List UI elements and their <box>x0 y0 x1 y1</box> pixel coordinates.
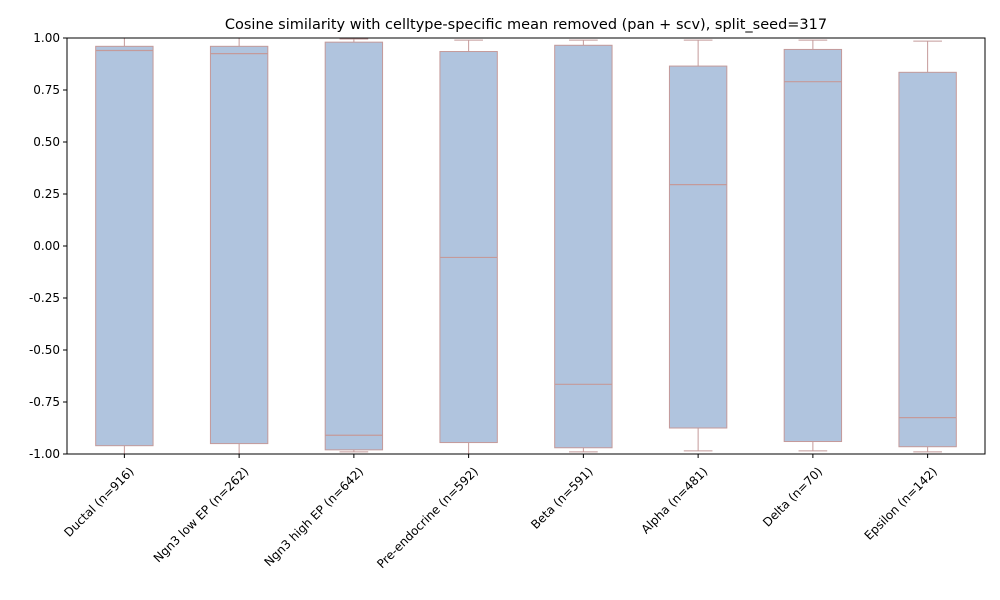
box-8 <box>898 40 957 453</box>
box-5 <box>554 39 613 453</box>
y-tick-label: -1.00 <box>29 447 60 461</box>
y-tick-label: 0.25 <box>33 187 60 201</box>
box-7 <box>783 39 843 452</box>
box-1 <box>95 37 154 455</box>
y-tick-label: 0.75 <box>33 83 60 97</box>
box-2 <box>209 37 269 455</box>
iqr-box <box>668 65 728 429</box>
x-tick-label: Ngn3 high EP (n=642) <box>261 464 366 569</box>
x-tick-label: Epsilon (n=142) <box>862 464 940 542</box>
plot-frame <box>66 37 986 455</box>
iqr-box <box>95 45 154 447</box>
box-3 <box>324 38 384 453</box>
y-tick-label: 0.00 <box>33 239 60 253</box>
y-tick-label: -0.25 <box>29 291 60 305</box>
x-tick-label: Ngn3 low EP (n=262) <box>151 464 252 565</box>
y-axis: -1.00 -0.75 -0.50 -0.25 0.00 0.25 0.50 0.75 1.00 <box>29 31 67 461</box>
y-tick-label: 1.00 <box>33 31 60 45</box>
x-tick-label: Beta (n=591) <box>528 464 595 531</box>
x-tick-label: Alpha (n=481) <box>638 464 710 536</box>
x-tick-label: Pre-endocrine (n=592) <box>374 464 481 571</box>
iqr-box <box>439 51 498 444</box>
iqr-box <box>209 45 269 445</box>
chart-title: Cosine similarity with celltype-specific… <box>225 17 827 33</box>
plot-area <box>95 37 957 455</box>
box-6 <box>668 39 728 452</box>
x-tick-label: Ductal (n=916) <box>61 464 136 539</box>
y-tick-label: 0.50 <box>33 135 60 149</box>
y-tick-label: -0.75 <box>29 395 60 409</box>
x-axis: Ductal (n=916) Ngn3 low EP (n=262) Ngn3 hi… <box>61 454 940 571</box>
iqr-box <box>783 48 843 443</box>
y-tick-label: -0.50 <box>29 343 60 357</box>
box-4 <box>439 39 498 455</box>
iqr-box <box>554 44 613 449</box>
iqr-box <box>324 41 384 451</box>
x-tick-label: Delta (n=70) <box>760 464 825 529</box>
iqr-box <box>898 71 957 448</box>
